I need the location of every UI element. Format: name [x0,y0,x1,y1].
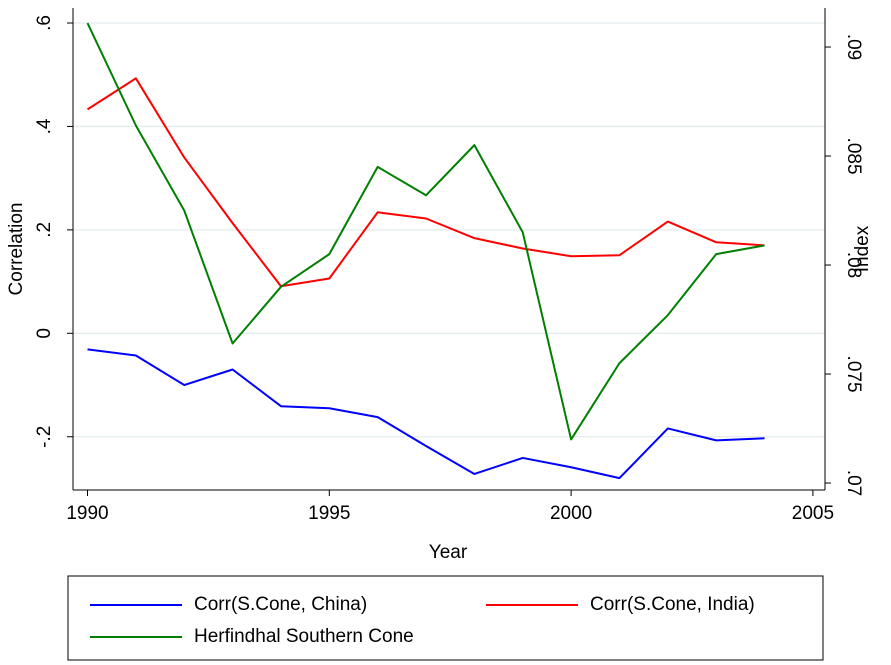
y2-tick-label: .07 [843,470,864,496]
line-series [86,77,765,288]
x-axis-label: Year [429,542,468,563]
y-tick-label: 0 [34,328,55,339]
x-tick-label: 2000 [550,503,592,524]
x-tick-label: 2005 [792,503,834,524]
y2-axis-label: Index [852,225,873,272]
legend-label: Corr(S.Cone, India) [590,594,755,615]
y2-tick-label: .08 [843,252,864,278]
line-series [87,348,765,480]
legend-label: Herfindhal Southern Cone [194,626,414,647]
y-tick-label: .2 [34,222,55,238]
y-axis-label: Correlation [6,203,27,296]
y2-tick-label: .09 [843,34,864,60]
legend-box [67,575,824,661]
y-tick-label: -.2 [34,426,55,448]
legend-label: Corr(S.Cone, China) [194,594,367,615]
y-tick-label: .6 [34,15,55,31]
x-tick-label: 1990 [66,503,108,524]
y2-tick-label: .085 [843,138,864,175]
y2-tick-label: .075 [843,356,864,393]
x-tick-label: 1995 [308,503,350,524]
y-tick-label: .4 [34,118,55,134]
line-series [86,22,765,441]
